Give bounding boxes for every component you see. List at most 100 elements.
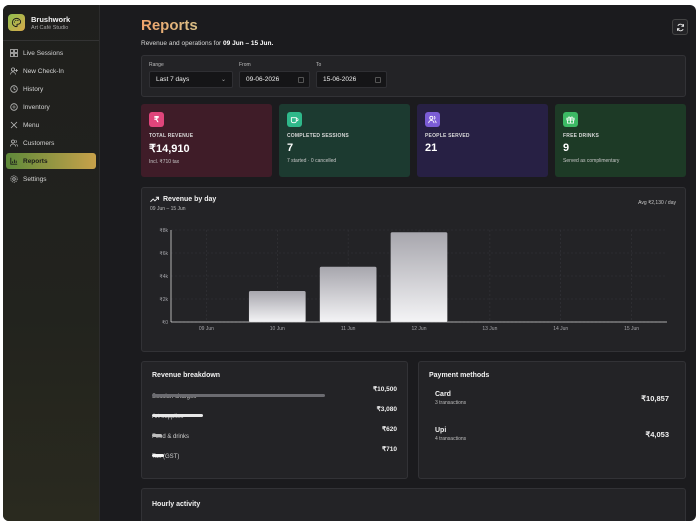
y-tick-label: ₹2k bbox=[160, 297, 169, 303]
chart-title: Revenue by day bbox=[150, 196, 677, 203]
revenue-bar bbox=[319, 266, 377, 322]
bottom-row: Revenue breakdown Session charges ₹10,50… bbox=[141, 361, 686, 479]
grid-icon bbox=[10, 49, 18, 57]
y-tick-label: ₹6k bbox=[160, 251, 169, 257]
revenue-bar-chart: ₹0 ₹2k ₹4k ₹6k ₹8k 09 Jun 10 Jun 11 Jun 12 Jun 13… bbox=[160, 228, 667, 332]
y-tick-label: ₹8k bbox=[160, 228, 169, 234]
page-subtitle-prefix: Revenue and operations for bbox=[141, 40, 222, 47]
stat-card-total-revenue: ₹ TOTAL REVENUE ₹14,910 Incl. ₹710 tax bbox=[141, 104, 272, 177]
sidebar-item-reports[interactable]: Reports bbox=[6, 153, 96, 169]
payment-value: ₹10,857 bbox=[641, 394, 669, 403]
sidebar-item-settings[interactable]: Settings bbox=[6, 171, 96, 187]
from-label: From bbox=[239, 62, 251, 68]
range-filter: Range Last 7 days ⌄ bbox=[149, 62, 233, 90]
breakdown-label: Session charges bbox=[152, 394, 197, 400]
payment-row-card: Card 3 transactions ₹10,857 bbox=[429, 391, 675, 411]
stat-label: TOTAL REVENUE bbox=[149, 133, 194, 139]
breakdown-bar bbox=[152, 454, 164, 457]
stat-card-free-drinks: FREE DRINKS 9 Served as complimentary bbox=[555, 104, 686, 177]
y-tick-label: ₹0 bbox=[162, 320, 168, 326]
sidebar-item-new-check-in[interactable]: New Check-In bbox=[6, 63, 96, 79]
x-tick-label: 13 Jun bbox=[482, 326, 497, 332]
from-filter: From 09-06-2026 bbox=[239, 62, 310, 90]
sidebar-item-label: Customers bbox=[23, 139, 55, 147]
stat-card-people-served: PEOPLE SERVED 21 bbox=[417, 104, 548, 177]
payment-methods-card: Payment methods Card 3 transactions ₹10,… bbox=[418, 361, 686, 479]
sidebar-item-label: Menu bbox=[23, 121, 40, 129]
sidebar-item-live-sessions[interactable]: Live Sessions bbox=[6, 45, 96, 61]
filters-panel: Range Last 7 days ⌄ From 09-06-2026 To 1… bbox=[141, 55, 686, 97]
history-icon bbox=[10, 85, 18, 93]
page-subtitle: Revenue and operations for 09 Jun – 15 J… bbox=[141, 40, 686, 47]
y-tick-label: ₹4k bbox=[160, 274, 169, 280]
breakdown-bar bbox=[152, 434, 163, 437]
revenue-by-day-card: Revenue by day 09 Jun – 15 Jun Avg ₹2,13… bbox=[141, 187, 686, 352]
page-subtitle-range: 09 Jun – 15 Jun. bbox=[223, 40, 274, 47]
trending-up-icon bbox=[150, 196, 159, 203]
refresh-icon bbox=[676, 23, 684, 31]
stat-label: COMPLETED SESSIONS bbox=[287, 133, 349, 139]
to-date-input[interactable]: 15-06-2026 bbox=[316, 71, 387, 88]
stat-cards: ₹ TOTAL REVENUE ₹14,910 Incl. ₹710 tax C… bbox=[141, 104, 686, 177]
x-tick-label: 09 Jun bbox=[199, 326, 214, 332]
from-date-value: 09-06-2026 bbox=[246, 76, 280, 83]
refresh-button[interactable] bbox=[672, 19, 688, 35]
sidebar-item-inventory[interactable]: Inventory bbox=[6, 99, 96, 115]
stat-label: PEOPLE SERVED bbox=[425, 133, 470, 139]
payment-row-upi: Upi 4 transactions ₹4,053 bbox=[429, 427, 675, 447]
range-value: Last 7 days bbox=[156, 76, 190, 83]
gear-icon bbox=[10, 175, 18, 183]
breakdown-row-tax: Tax (GST) ₹710 bbox=[152, 445, 397, 460]
sidebar-item-customers[interactable]: Customers bbox=[6, 135, 96, 151]
x-tick-label: 14 Jun bbox=[553, 326, 568, 332]
hourly-activity-card: Hourly activity bbox=[141, 488, 686, 521]
breakdown-value: ₹3,080 bbox=[376, 406, 397, 413]
revenue-bar bbox=[390, 232, 448, 322]
utensils-icon bbox=[10, 121, 18, 129]
revenue-breakdown-card: Revenue breakdown Session charges ₹10,50… bbox=[141, 361, 408, 479]
brand-subtitle: Art Café Studio bbox=[31, 24, 69, 31]
brand-name: Brushwork bbox=[31, 14, 71, 24]
gift-icon bbox=[563, 112, 578, 127]
app-window: Brushwork Art Café Studio Live Sessions … bbox=[3, 5, 696, 521]
sidebar: Brushwork Art Café Studio Live Sessions … bbox=[3, 5, 100, 521]
hourly-activity-title: Hourly activity bbox=[152, 501, 201, 508]
calendar-icon[interactable] bbox=[375, 77, 381, 83]
calendar-icon[interactable] bbox=[298, 77, 304, 83]
page-title: Reports bbox=[141, 17, 198, 34]
stat-note: Served as complimentary bbox=[563, 158, 620, 164]
to-filter: To 15-06-2026 bbox=[316, 62, 387, 90]
stat-value: ₹14,910 bbox=[149, 143, 190, 155]
breakdown-label: Art supplies bbox=[152, 414, 184, 420]
to-label: To bbox=[316, 62, 322, 68]
payment-transactions: 3 transactions bbox=[435, 400, 467, 406]
breakdown-bar bbox=[152, 414, 203, 417]
breakdown-label: Tax (GST) bbox=[152, 454, 180, 460]
stat-note: 7 started · 0 cancelled bbox=[287, 158, 337, 164]
payment-methods-title: Payment methods bbox=[429, 372, 490, 379]
sidebar-item-label: Settings bbox=[23, 175, 47, 183]
x-tick-label: 15 Jun bbox=[624, 326, 639, 332]
breakdown-row-session-charges: Session charges ₹10,500 bbox=[152, 385, 397, 400]
range-label: Range bbox=[149, 62, 164, 68]
cup-icon bbox=[287, 112, 302, 127]
payment-name: Upi bbox=[435, 427, 447, 434]
from-date-input[interactable]: 09-06-2026 bbox=[239, 71, 310, 88]
palette-icon bbox=[8, 14, 25, 31]
box-icon bbox=[10, 103, 18, 111]
chart-average: Avg ₹2,130 / day bbox=[638, 200, 676, 206]
range-select[interactable]: Last 7 days ⌄ bbox=[149, 71, 233, 88]
chevron-down-icon: ⌄ bbox=[220, 77, 226, 83]
breakdown-value: ₹710 bbox=[382, 446, 397, 453]
sidebar-nav: Live Sessions New Check-In History Inven… bbox=[3, 41, 99, 193]
stat-value: 9 bbox=[563, 142, 570, 154]
breakdown-bar bbox=[152, 394, 325, 397]
stat-card-completed-sessions: COMPLETED SESSIONS 7 7 started · 0 cance… bbox=[279, 104, 410, 177]
sidebar-item-menu[interactable]: Menu bbox=[6, 117, 96, 133]
x-tick-label: 12 Jun bbox=[411, 326, 426, 332]
sidebar-item-history[interactable]: History bbox=[6, 81, 96, 97]
stat-label: FREE DRINKS bbox=[563, 133, 600, 139]
x-tick-label: 10 Jun bbox=[270, 326, 285, 332]
sidebar-item-label: Live Sessions bbox=[23, 49, 64, 57]
breakdown-value: ₹620 bbox=[382, 426, 397, 433]
